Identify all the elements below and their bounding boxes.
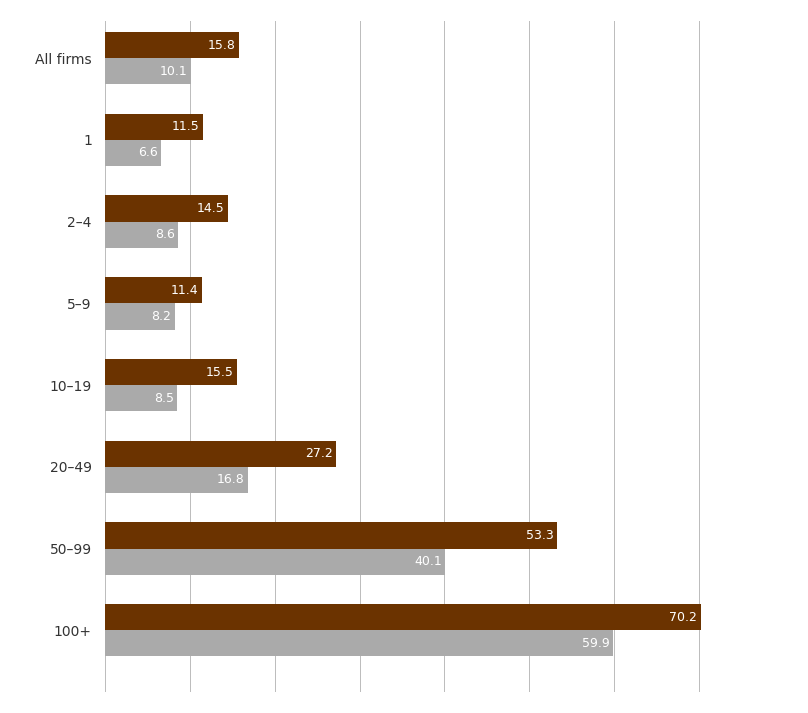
Text: 15.8: 15.8 — [208, 39, 236, 51]
Bar — [105, 195, 228, 222]
Bar — [105, 140, 161, 166]
Text: 8.6: 8.6 — [155, 228, 175, 241]
Text: 70.2: 70.2 — [669, 611, 697, 624]
Text: 15.5: 15.5 — [205, 366, 234, 379]
Bar — [105, 222, 178, 248]
Bar — [105, 441, 336, 467]
Bar — [105, 58, 191, 84]
Text: 14.5: 14.5 — [197, 202, 225, 215]
Bar — [105, 385, 177, 411]
Text: 27.2: 27.2 — [305, 447, 332, 461]
Text: 53.3: 53.3 — [526, 529, 553, 542]
Bar — [105, 467, 247, 493]
Bar — [105, 523, 558, 548]
Bar — [105, 630, 613, 657]
Text: 11.5: 11.5 — [171, 120, 200, 133]
Bar — [105, 277, 202, 303]
Bar — [105, 32, 239, 58]
Text: 8.5: 8.5 — [154, 391, 174, 405]
Bar — [105, 548, 445, 575]
Text: 6.6: 6.6 — [138, 146, 158, 160]
Text: 40.1: 40.1 — [415, 555, 442, 568]
Text: 11.4: 11.4 — [170, 284, 199, 297]
Bar — [105, 303, 175, 329]
Text: 16.8: 16.8 — [217, 473, 244, 486]
Text: 10.1: 10.1 — [160, 65, 187, 78]
Text: 8.2: 8.2 — [151, 310, 171, 323]
Bar — [105, 604, 701, 630]
Text: 59.9: 59.9 — [582, 637, 610, 650]
Bar — [105, 359, 237, 385]
Bar — [105, 114, 203, 140]
